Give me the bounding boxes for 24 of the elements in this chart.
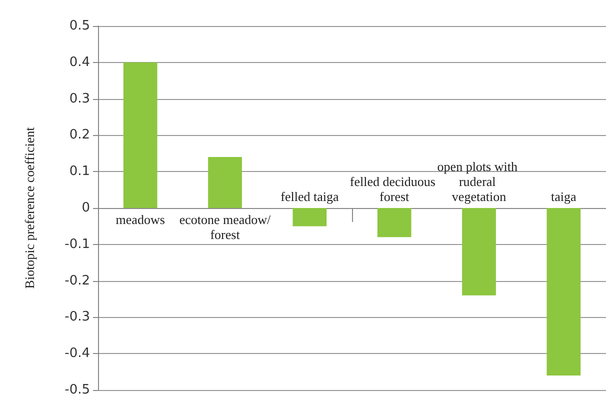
x-tick-label: ecotone meadow/forest xyxy=(179,212,272,242)
y-tick-label: -0.1 xyxy=(64,236,90,252)
x-tick-label: taiga xyxy=(551,189,577,204)
bar xyxy=(377,208,412,238)
x-tick-label: felled deciduous forest xyxy=(350,174,439,204)
y-tick-label: 0.3 xyxy=(69,91,90,106)
y-tick-label: 0 xyxy=(82,200,90,216)
x-tick-label: felled taiga xyxy=(280,189,339,204)
y-tick-label: 0.2 xyxy=(69,128,90,143)
y-tick-label: -0.2 xyxy=(64,273,90,288)
y-axis-title: Biotopic preference coefficient xyxy=(22,126,37,289)
bar xyxy=(546,208,581,376)
x-tick-label: open plots with ruderal vegetation xyxy=(437,159,521,204)
bar xyxy=(292,208,327,226)
y-tick-label: 0.4 xyxy=(69,54,90,70)
bar xyxy=(208,157,242,208)
bar xyxy=(462,208,496,296)
y-tick-label: 0.1 xyxy=(69,164,90,180)
y-tick-label: -0.3 xyxy=(64,310,90,325)
y-tick-label: 0.5 xyxy=(69,18,90,34)
y-tick-label: -0.5 xyxy=(64,382,90,398)
x-tick-label: meadows xyxy=(116,212,165,227)
y-tick-label: -0.4 xyxy=(64,346,90,362)
bar xyxy=(123,62,158,208)
